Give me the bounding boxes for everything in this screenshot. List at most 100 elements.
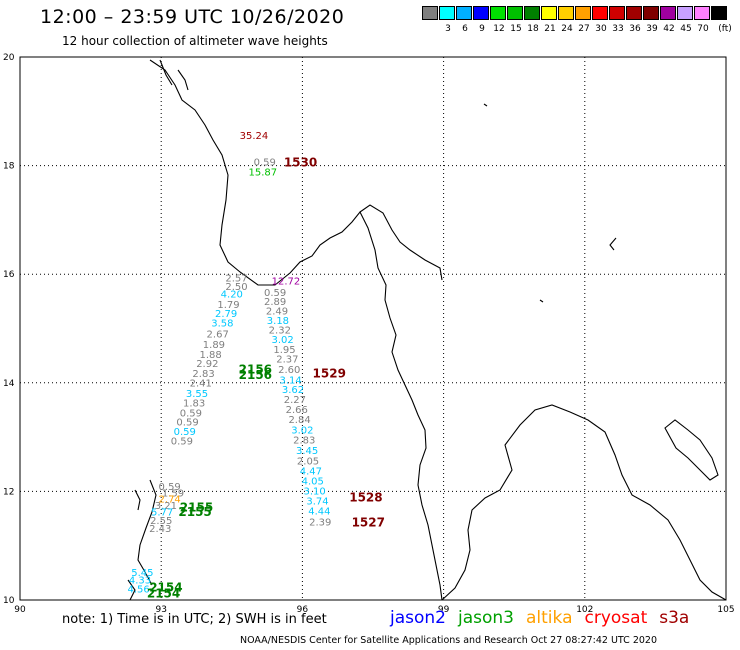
pass-time-label: 1528 <box>349 491 382 505</box>
scale-swatch <box>456 6 472 20</box>
wave-height-label: 2.84 <box>288 415 310 426</box>
wave-height-label: 12.72 <box>272 277 301 288</box>
scale-swatch <box>592 6 608 20</box>
wave-height-label: 3.45 <box>296 446 318 457</box>
scale-swatch <box>660 6 676 20</box>
wave-height-label: 2.92 <box>196 359 218 370</box>
wave-height-label: 2.67 <box>207 330 229 341</box>
wave-height-label: 5.77 <box>151 507 173 518</box>
pass-time-label: 2156 <box>239 363 272 377</box>
longitude-tick: 90 <box>14 605 26 615</box>
wave-height-label: 4.47 <box>300 467 322 478</box>
scale-swatch <box>558 6 574 20</box>
wave-height-label: 2.55 <box>150 516 172 527</box>
wave-height-label: 0.59 <box>176 418 198 429</box>
wave-height-label: 2.66 <box>286 405 308 416</box>
wave-height-label: 3.58 <box>211 318 233 329</box>
page-title: 12:00 – 23:59 UTC 10/26/2020 <box>40 6 345 28</box>
wave-height-label: 3.02 <box>291 425 313 436</box>
pass-time-label: 2156 <box>239 368 272 382</box>
wave-height-label: 2.74 <box>159 494 181 505</box>
wave-height-label: 3.21 <box>155 501 177 512</box>
longitude-tick: 99 <box>438 605 450 615</box>
latitude-tick: 18 <box>3 162 15 172</box>
longitude-tick: 96 <box>297 605 309 615</box>
scale-swatch <box>473 6 489 20</box>
wave-height-label: 1.83 <box>183 399 205 410</box>
lat-lon-grid <box>20 57 726 600</box>
wave-height-label: 1.95 <box>273 345 295 356</box>
wave-height-label: 0.59 <box>254 158 276 169</box>
scale-label: 30 <box>595 24 607 34</box>
scale-label: 9 <box>479 24 485 34</box>
scale-swatch <box>524 6 540 20</box>
wave-height-label: 5.45 <box>131 568 153 579</box>
pass-time-label: 2155 <box>180 500 213 514</box>
wave-height-label: 2.27 <box>284 395 306 406</box>
scale-swatch <box>643 6 659 20</box>
wave-height-label: 3.74 <box>306 496 328 507</box>
wave-height-labels: 35.240.59 153015.8712.722.572.504.201.792… <box>127 131 385 600</box>
latitude-tick: 10 <box>3 596 15 606</box>
pass-time-label: 1527 <box>352 516 385 530</box>
wave-height-label: 4.20 <box>221 290 243 301</box>
latitude-tick: 12 <box>3 487 14 497</box>
wave-height-label: 0.59 <box>159 482 181 493</box>
wave-height-label: 1.88 <box>199 350 221 361</box>
pass-time-label: 2155 <box>178 505 211 519</box>
pass-time-label: 1530 <box>284 156 317 170</box>
wave-height-label: 3.02 <box>271 335 293 346</box>
wave-height-label: 2.49 <box>266 306 288 317</box>
wave-height-label: 4.56 <box>127 584 149 595</box>
latitude-tick: 20 <box>3 53 15 63</box>
wave-height-label: 0.59 <box>264 288 286 299</box>
longitude-tick: 105 <box>717 605 734 615</box>
wave-height-label: 3.62 <box>282 385 304 396</box>
scale-swatch <box>490 6 506 20</box>
scale-unit: (ft) <box>718 24 732 34</box>
wave-height-label: 3.10 <box>304 487 326 498</box>
scale-swatch <box>626 6 642 20</box>
scale-label: 21 <box>544 24 556 34</box>
wave-height-label: 1.79 <box>217 300 239 311</box>
wave-height-label: 2.05 <box>297 456 319 467</box>
latitude-tick: 14 <box>3 379 15 389</box>
scale-label: 70 <box>697 24 709 34</box>
scale-label: 24 <box>561 24 573 34</box>
pass-time-label: 2154 <box>147 586 180 600</box>
scale-label: 15 <box>510 24 522 34</box>
scale-swatch <box>422 6 438 20</box>
wave-height-label: 4.33 <box>129 576 151 587</box>
footer-credit: NOAA/NESDIS Center for Satellite Applica… <box>240 635 657 646</box>
scale-label: 27 <box>578 24 590 34</box>
scale-swatch <box>541 6 557 20</box>
wave-height-label: 0.59 <box>174 427 196 438</box>
wave-height-label: 3.55 <box>186 389 208 400</box>
wave-height-label: 2.37 <box>276 355 298 366</box>
wave-height-label: 2.60 <box>278 365 300 376</box>
scale-swatch <box>439 6 455 20</box>
wave-height-label: 35.24 <box>240 131 269 142</box>
longitude-tick: 93 <box>155 605 166 615</box>
scale-label: 45 <box>680 24 692 34</box>
latitude-tick: 16 <box>3 270 15 280</box>
scale-label: 39 <box>646 24 658 34</box>
note-text: note: 1) Time is in UTC; 2) SWH is in fe… <box>62 612 327 627</box>
wave-height-label: 2.50 <box>225 282 247 293</box>
scale-swatch <box>694 6 710 20</box>
scale-label: 33 <box>612 24 624 34</box>
coastline <box>127 59 727 601</box>
scale-swatch <box>677 6 693 20</box>
wave-height-label: 2.83 <box>192 369 214 380</box>
wave-height-label: 1.59 <box>162 488 184 499</box>
scale-label: 42 <box>663 24 675 34</box>
satellite-legend: jason2 jason3 altika cryosat s3a <box>390 608 701 628</box>
wave-height-label: 2.39 <box>309 518 331 529</box>
legend-jason3: jason3 <box>458 608 514 628</box>
pass-time-label: 2154 <box>149 580 182 594</box>
pass-time-label: 1529 <box>313 366 346 380</box>
wave-height-label: 0.59 <box>180 408 202 419</box>
map-frame <box>19 56 727 601</box>
wave-height-label: 0.59 <box>171 437 193 448</box>
